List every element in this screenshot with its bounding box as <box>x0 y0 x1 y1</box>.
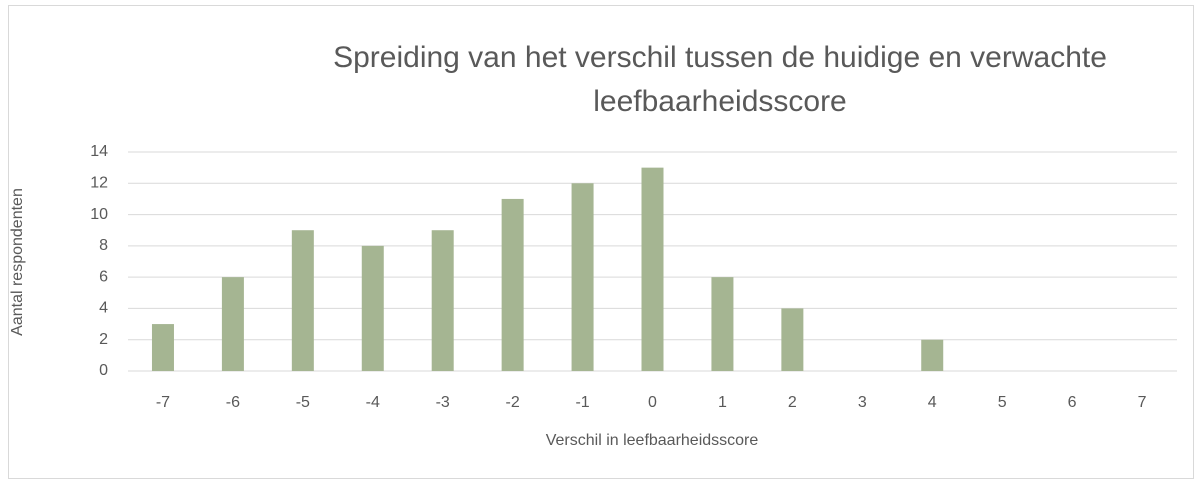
y-tick-label: 2 <box>99 331 108 348</box>
x-tick-label: -7 <box>156 394 170 411</box>
y-tick-label: 4 <box>99 300 108 317</box>
x-tick-label: -4 <box>366 394 380 411</box>
bar <box>361 245 384 371</box>
bar <box>431 230 454 371</box>
y-axis-label: Aantal respondenten <box>9 188 26 336</box>
bar <box>151 324 174 371</box>
x-tick-label: 0 <box>648 394 657 411</box>
chart-frame <box>8 5 1194 479</box>
x-tick-label: -2 <box>506 394 520 411</box>
x-tick-label: -3 <box>436 394 450 411</box>
bar <box>781 308 804 371</box>
bar <box>921 339 944 371</box>
y-tick-label: 8 <box>99 237 108 254</box>
bar <box>711 277 734 371</box>
bar <box>501 198 524 371</box>
y-tick-label: 6 <box>99 268 108 285</box>
x-tick-label: -1 <box>575 394 589 411</box>
x-tick-label: 5 <box>998 394 1007 411</box>
y-tick-label: 12 <box>90 175 108 192</box>
bar <box>641 167 664 371</box>
y-tick-label: 10 <box>90 206 108 223</box>
x-tick-label: 7 <box>1138 394 1147 411</box>
x-tick-label: 2 <box>788 394 797 411</box>
x-tick-label: 3 <box>858 394 867 411</box>
x-tick-label: -5 <box>296 394 310 411</box>
bar <box>221 277 244 371</box>
y-tick-label: 0 <box>99 362 108 379</box>
bar <box>571 183 594 371</box>
x-tick-label: 6 <box>1068 394 1077 411</box>
x-tick-label: -6 <box>226 394 240 411</box>
x-axis-label: Verschil in leefbaarheidsscore <box>546 432 759 449</box>
x-tick-label: 4 <box>928 394 937 411</box>
bar <box>291 230 314 371</box>
chart-title: Spreiding van het verschil tussen de hui… <box>333 41 1107 118</box>
x-tick-label: 1 <box>718 394 727 411</box>
y-tick-label: 14 <box>90 143 108 160</box>
